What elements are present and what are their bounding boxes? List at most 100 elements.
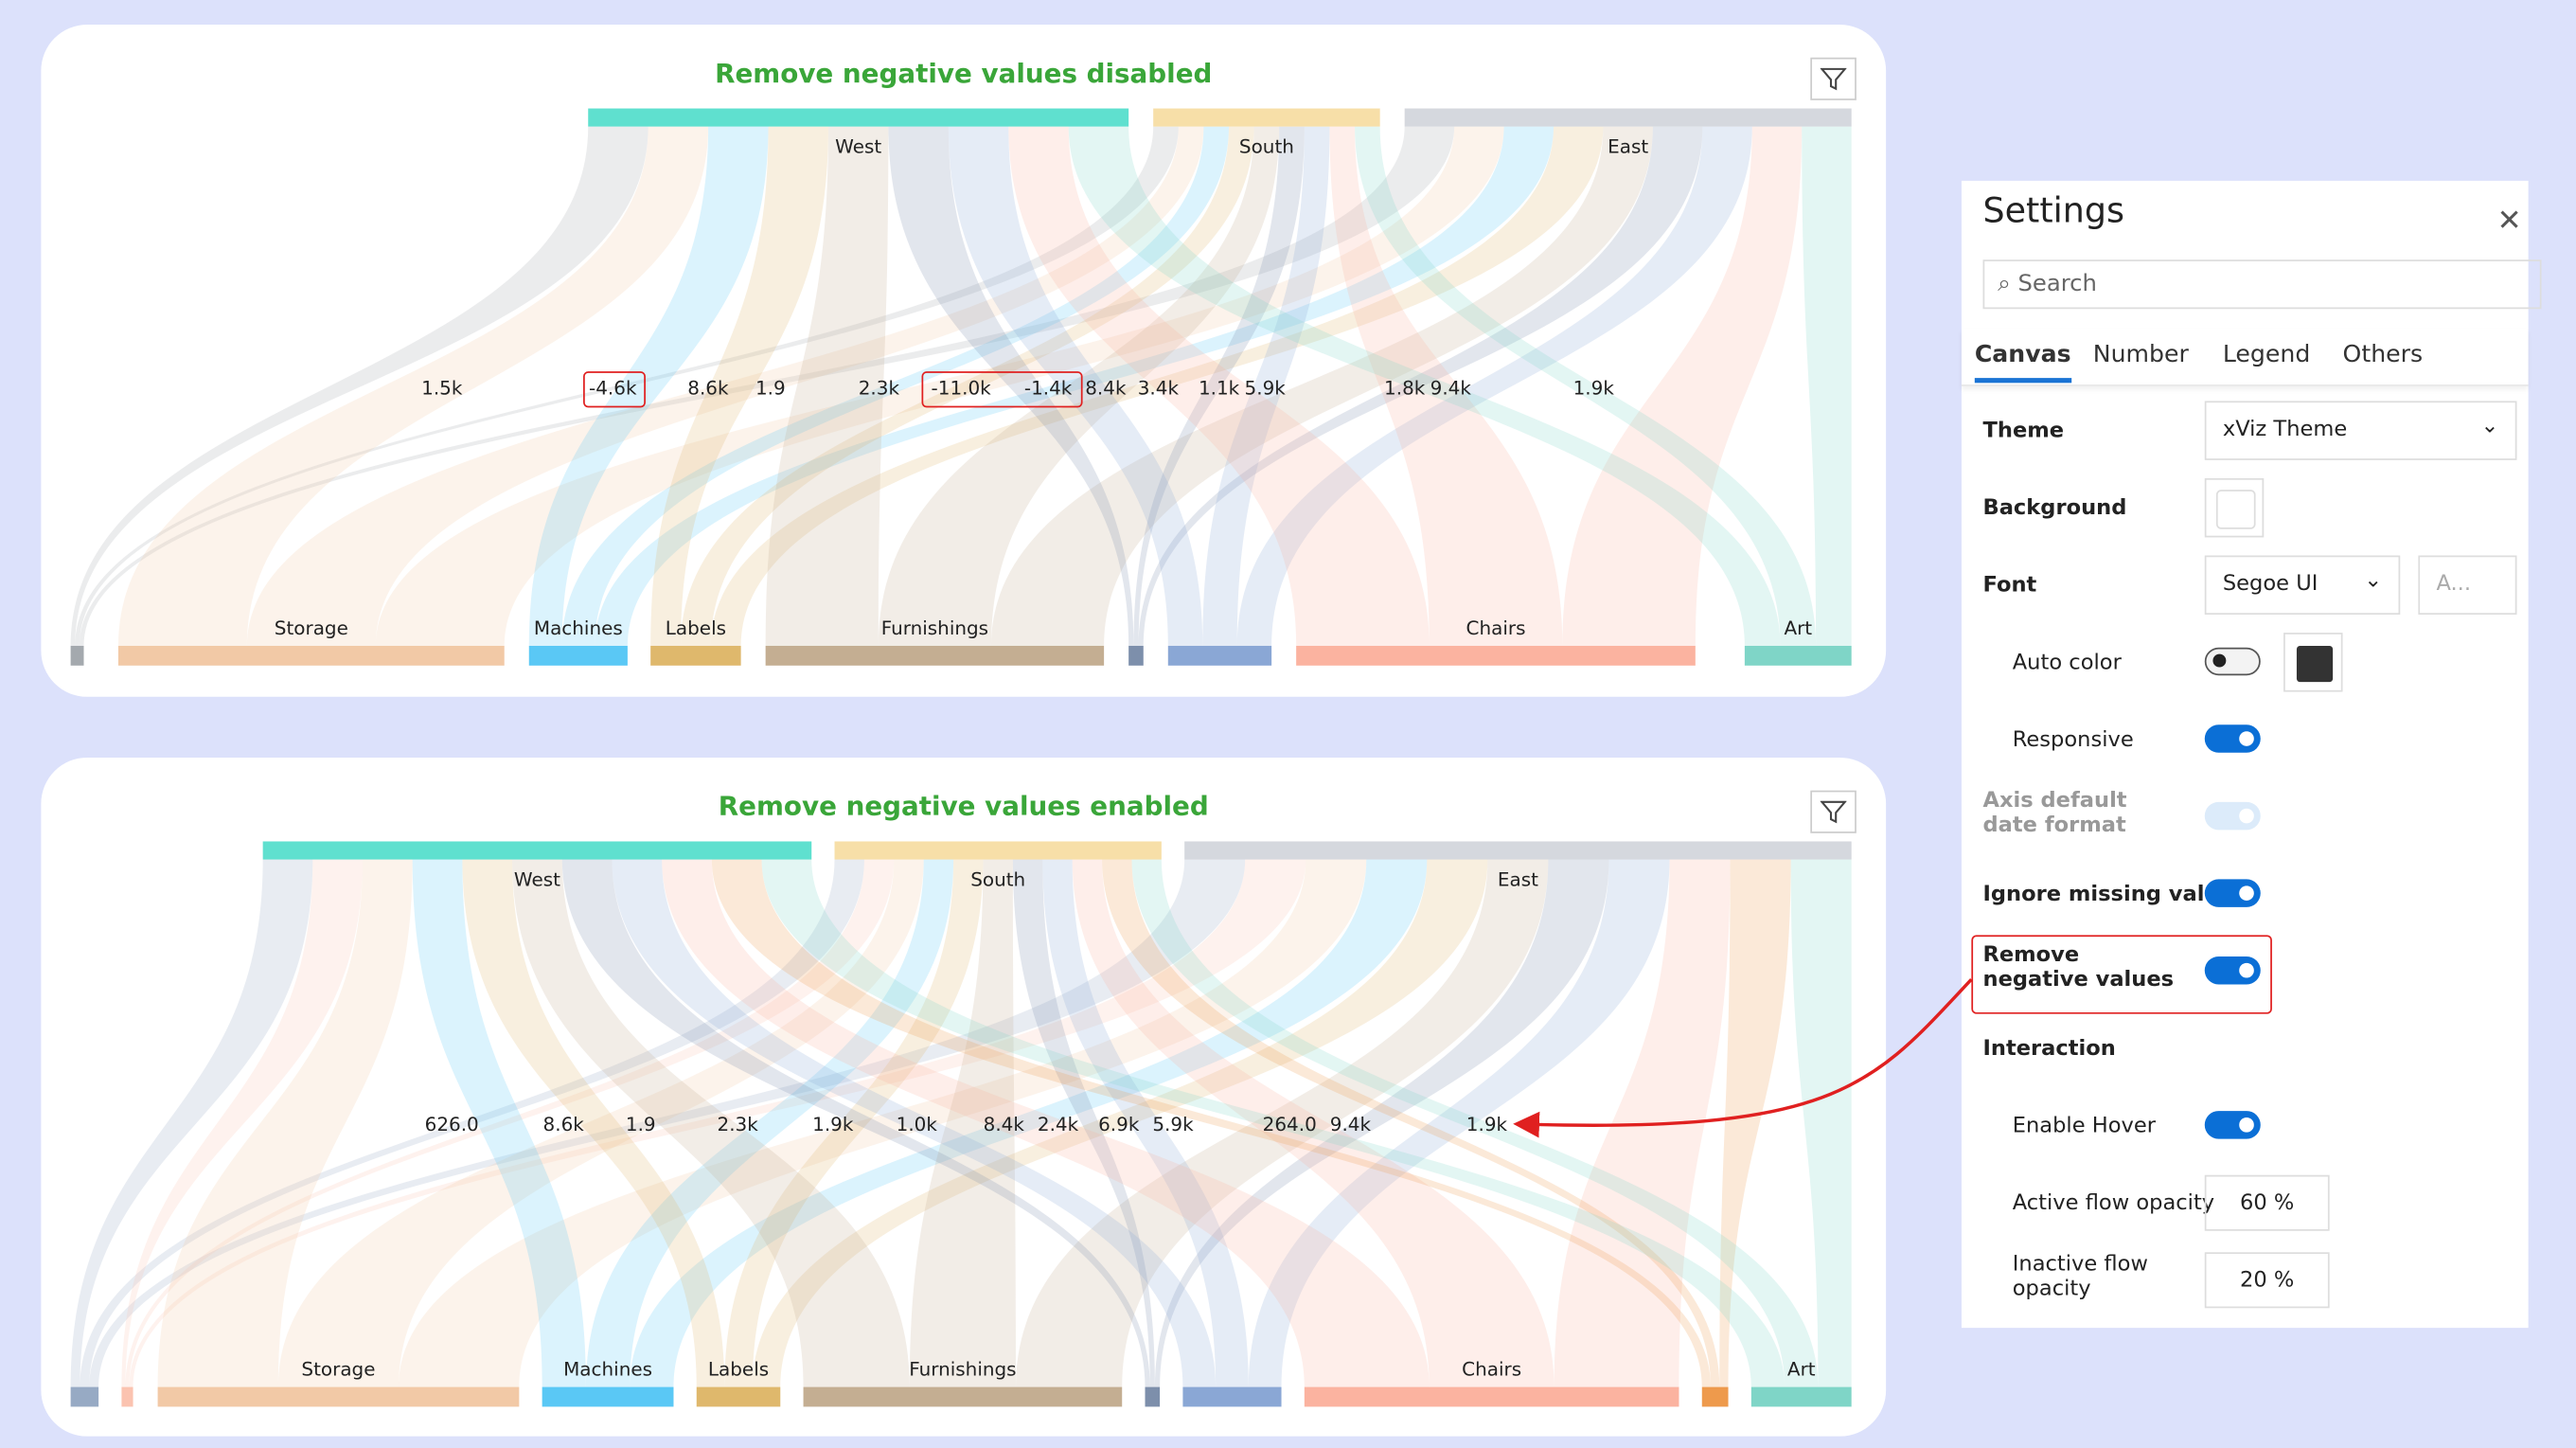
target-node[interactable] <box>70 1386 99 1407</box>
inactive-opacity-input[interactable]: 20 % <box>2204 1252 2330 1309</box>
flow-link[interactable] <box>585 859 954 1387</box>
tab-canvas[interactable]: Canvas <box>1974 341 2071 384</box>
flow-link[interactable] <box>1133 126 1305 646</box>
source-node-east[interactable] <box>1184 841 1852 860</box>
background-color-picker[interactable] <box>2204 477 2265 538</box>
flow-link[interactable] <box>512 859 910 1387</box>
flow-link[interactable] <box>70 859 313 1387</box>
flow-link[interactable] <box>125 859 895 1387</box>
auto-color-toggle[interactable] <box>2204 647 2261 676</box>
flow-link[interactable] <box>650 126 828 646</box>
close-icon[interactable]: ✕ <box>2496 204 2522 239</box>
axis-date-toggle[interactable] <box>2204 801 2261 831</box>
ignore-missing-toggle[interactable] <box>2204 879 2261 907</box>
responsive-toggle[interactable] <box>2204 724 2261 753</box>
target-node[interactable] <box>70 645 84 666</box>
flow-link[interactable] <box>662 859 1430 1387</box>
flow-link[interactable] <box>612 859 1217 1387</box>
flow-link[interactable] <box>1012 859 1155 1387</box>
flow-link[interactable] <box>1802 126 1852 646</box>
flow-link[interactable] <box>277 859 924 1387</box>
flow-link[interactable] <box>765 126 889 646</box>
flow-link[interactable] <box>711 859 1712 1387</box>
flow-link[interactable] <box>724 859 984 1387</box>
source-node-west[interactable] <box>588 108 1129 127</box>
target-node[interactable] <box>1145 1386 1161 1407</box>
flow-link[interactable] <box>878 126 1280 646</box>
flow-link[interactable] <box>630 859 1428 1387</box>
tab-legend[interactable]: Legend <box>2222 341 2311 368</box>
theme-select[interactable]: xViz Theme ⌄ <box>2204 401 2517 460</box>
flow-link[interactable] <box>1248 859 1670 1387</box>
flow-link[interactable] <box>1042 859 1249 1387</box>
remove-negative-toggle[interactable] <box>2204 956 2261 985</box>
flow-link[interactable] <box>246 126 1204 646</box>
flow-link[interactable] <box>412 859 586 1387</box>
flow-link[interactable] <box>117 126 709 646</box>
tab-others[interactable]: Others <box>2342 341 2424 368</box>
active-opacity-input[interactable]: 60 % <box>2204 1174 2330 1231</box>
flow-link[interactable] <box>1562 126 1803 646</box>
flow-link[interactable] <box>129 859 1306 1387</box>
target-node[interactable] <box>650 645 741 666</box>
source-node-west[interactable] <box>262 841 812 860</box>
flow-link[interactable] <box>528 126 769 646</box>
flow-link[interactable] <box>79 126 1455 646</box>
enable-hover-toggle[interactable] <box>2204 1111 2261 1139</box>
flow-link[interactable] <box>75 126 1179 646</box>
flow-link[interactable] <box>680 126 1254 646</box>
flow-link[interactable] <box>990 126 1653 646</box>
flow-link[interactable] <box>761 859 1785 1387</box>
flow-link[interactable] <box>462 859 725 1387</box>
target-node[interactable] <box>1167 645 1272 666</box>
flow-link[interactable] <box>89 859 1246 1387</box>
target-node[interactable] <box>1296 645 1696 666</box>
flow-link[interactable] <box>1154 859 1609 1387</box>
target-node[interactable] <box>1182 1386 1282 1407</box>
target-node[interactable] <box>803 1386 1123 1407</box>
flow-link[interactable] <box>888 126 1134 646</box>
target-node[interactable] <box>157 1386 520 1407</box>
target-node[interactable] <box>542 1386 674 1407</box>
flow-link[interactable] <box>595 126 1554 646</box>
target-node[interactable] <box>1701 1386 1729 1407</box>
flow-link[interactable] <box>1072 859 1554 1387</box>
flow-link[interactable] <box>909 859 1016 1387</box>
target-node[interactable] <box>1750 1386 1852 1407</box>
source-node-south[interactable] <box>1153 108 1380 127</box>
filter-button[interactable] <box>1810 57 1856 100</box>
search-input[interactable]: ⌕ Search <box>1982 259 2542 310</box>
flow-link[interactable] <box>710 126 1604 646</box>
flow-link[interactable] <box>157 859 413 1387</box>
flow-link[interactable] <box>375 126 1504 646</box>
flow-link[interactable] <box>1329 126 1563 646</box>
source-node-south[interactable] <box>834 841 1162 860</box>
flow-link[interactable] <box>948 126 1203 646</box>
tab-number[interactable]: Number <box>2092 341 2189 368</box>
flow-link[interactable] <box>70 126 648 646</box>
target-node[interactable] <box>528 645 628 666</box>
flow-link[interactable] <box>752 859 1488 1387</box>
target-node[interactable] <box>765 645 1105 666</box>
target-node[interactable] <box>1744 645 1852 666</box>
flow-link[interactable] <box>80 859 864 1387</box>
flow-link[interactable] <box>1015 859 1549 1387</box>
flow-link[interactable] <box>1202 126 1330 646</box>
font-select[interactable]: Segoe UI ⌄ <box>2204 555 2401 616</box>
target-node[interactable] <box>696 1386 781 1407</box>
target-node[interactable] <box>121 1386 133 1407</box>
flow-link[interactable] <box>1131 859 1819 1387</box>
flow-link[interactable] <box>561 859 1150 1387</box>
flow-link[interactable] <box>1355 126 1817 646</box>
flow-link[interactable] <box>1138 126 1703 646</box>
filter-button[interactable] <box>1810 790 1856 833</box>
flow-link[interactable] <box>1719 859 1791 1387</box>
target-node[interactable] <box>1128 645 1144 666</box>
font-size-input[interactable]: A... <box>2418 555 2517 616</box>
flow-link[interactable] <box>121 859 364 1387</box>
source-node-east[interactable] <box>1404 108 1852 127</box>
target-node[interactable] <box>1304 1386 1679 1407</box>
flow-link[interactable] <box>1068 126 1781 646</box>
font-color-picker[interactable] <box>2283 633 2343 692</box>
flow-link[interactable] <box>399 859 1367 1387</box>
